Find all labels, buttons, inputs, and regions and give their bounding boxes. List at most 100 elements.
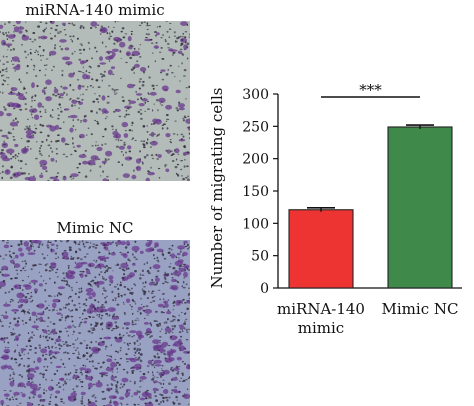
cell-mark: [29, 48, 32, 50]
cell-mark: [158, 342, 162, 344]
cell-mark: [85, 317, 88, 320]
cell-mark: [127, 145, 132, 150]
cell-mark: [166, 149, 171, 154]
cell-mark: [39, 174, 44, 178]
cell-mark: [23, 87, 26, 90]
cell-mark: [80, 94, 82, 96]
cell-mark: [55, 148, 58, 150]
cell-mark: [48, 294, 51, 297]
cell-mark: [111, 125, 114, 128]
cell-mark: [102, 287, 105, 289]
cell-mark: [53, 308, 55, 311]
cell-mark: [26, 133, 32, 139]
cell-mark: [10, 157, 13, 160]
cell-mark: [5, 302, 7, 304]
cell-mark: [7, 84, 9, 86]
cell-mark: [99, 33, 102, 35]
cell-mark: [80, 258, 83, 261]
cell-mark: [172, 309, 174, 311]
cell-mark: [55, 390, 61, 394]
cell-mark: [26, 402, 29, 403]
cell-mark: [12, 379, 15, 382]
cell-mark: [55, 140, 58, 143]
cell-mark: [42, 373, 45, 376]
cell-mark: [183, 277, 185, 279]
cell-mark: [102, 135, 105, 138]
cell-mark: [100, 366, 103, 368]
cell-mark: [85, 376, 93, 381]
cell-mark: [82, 66, 84, 69]
cell-mark: [12, 139, 16, 141]
cell-mark: [90, 155, 99, 161]
cell-mark: [44, 289, 47, 292]
cell-mark: [51, 269, 54, 271]
cell-mark: [101, 143, 104, 146]
cell-mark: [119, 38, 123, 41]
cell-mark: [19, 108, 23, 111]
cell-mark: [98, 315, 100, 318]
cell-mark: [149, 336, 152, 338]
cell-mark: [16, 292, 25, 299]
cell-mark: [57, 108, 59, 110]
cell-mark: [187, 403, 190, 405]
cell-mark: [116, 244, 118, 247]
cell-mark: [95, 340, 97, 343]
cell-mark: [23, 241, 29, 247]
cell-mark: [39, 110, 42, 113]
cell-mark: [107, 179, 109, 181]
cell-mark: [3, 348, 11, 354]
cell-mark: [109, 284, 112, 286]
cell-mark: [131, 245, 140, 252]
cell-mark: [75, 349, 77, 351]
cell-mark: [162, 282, 165, 285]
cell-mark: [8, 378, 12, 381]
cell-mark: [26, 140, 29, 143]
cell-mark: [28, 337, 31, 340]
cell-mark: [159, 298, 161, 301]
cell-mark: [110, 344, 113, 347]
cell-mark: [68, 284, 71, 288]
cell-mark: [94, 299, 97, 302]
cell-mark: [130, 68, 134, 71]
cell-mark: [72, 343, 75, 345]
cell-mark: [181, 39, 184, 41]
cell-mark: [105, 264, 109, 268]
cell-mark: [67, 395, 72, 400]
cell-mark: [50, 357, 52, 360]
cell-mark: [12, 299, 14, 302]
cell-mark: [152, 345, 158, 350]
cell-mark: [82, 118, 88, 123]
cell-mark: [33, 371, 37, 373]
cell-mark: [39, 131, 43, 134]
cell-mark: [28, 340, 32, 342]
cell-mark: [60, 400, 63, 403]
cell-mark: [10, 245, 13, 248]
cell-mark: [30, 58, 33, 61]
cell-mark: [116, 380, 119, 384]
cell-mark: [38, 344, 41, 347]
cell-mark: [65, 156, 68, 158]
cell-mark: [72, 324, 74, 327]
cell-mark: [25, 262, 27, 265]
cell-mark: [147, 392, 152, 398]
cell-mark: [52, 65, 56, 68]
cell-mark: [141, 380, 144, 382]
cell-mark: [187, 269, 190, 271]
cell-mark: [23, 353, 25, 355]
cell-mark: [186, 165, 189, 168]
cell-mark: [47, 385, 54, 391]
cell-mark: [69, 114, 78, 119]
cell-mark: [63, 279, 66, 282]
cell-mark: [46, 335, 48, 337]
cell-mark: [115, 92, 118, 94]
cell-mark: [46, 254, 49, 257]
cell-mark: [117, 161, 121, 163]
cell-mark: [105, 327, 109, 329]
cell-mark: [188, 132, 190, 135]
cell-mark: [166, 30, 169, 33]
cell-mark: [102, 293, 104, 295]
cell-mark: [39, 336, 42, 338]
cell-mark: [156, 99, 159, 102]
cell-mark: [152, 387, 158, 392]
cell-mark: [44, 109, 47, 111]
